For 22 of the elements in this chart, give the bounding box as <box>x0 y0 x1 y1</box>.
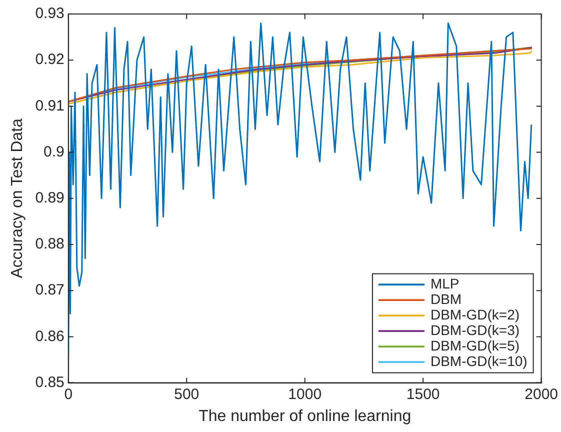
y-tick-label: 0.93 <box>35 5 64 22</box>
legend-label: DBM-GD(k=10) <box>430 352 528 369</box>
y-tick-label: 0.9 <box>44 143 64 160</box>
x-tick-label: 2000 <box>524 386 558 403</box>
legend-label: MLP <box>430 275 460 292</box>
legend-label: DBM-GD(k=5) <box>430 337 520 354</box>
x-tick-label: 1500 <box>406 386 440 403</box>
x-tick-label: 1000 <box>288 386 322 403</box>
legend-label: DBM-GD(k=3) <box>430 322 520 338</box>
y-tick-label: 0.85 <box>35 374 64 391</box>
legend-label: DBM <box>430 290 462 307</box>
legend-label: DBM-GD(k=2) <box>430 306 520 322</box>
y-axis-title: Accuracy on Test Data <box>9 118 26 278</box>
y-tick-label: 0.92 <box>35 51 64 68</box>
y-tick-label: 0.91 <box>35 97 64 114</box>
x-tick-label: 500 <box>174 386 200 403</box>
x-tick-label: 0 <box>64 386 73 403</box>
y-tick-label: 0.88 <box>35 236 64 253</box>
y-tick-label: 0.86 <box>35 328 64 345</box>
y-tick-label: 0.89 <box>35 190 64 207</box>
y-tick-label: 0.87 <box>35 282 64 299</box>
x-axis-title: The number of online learning <box>198 408 412 425</box>
